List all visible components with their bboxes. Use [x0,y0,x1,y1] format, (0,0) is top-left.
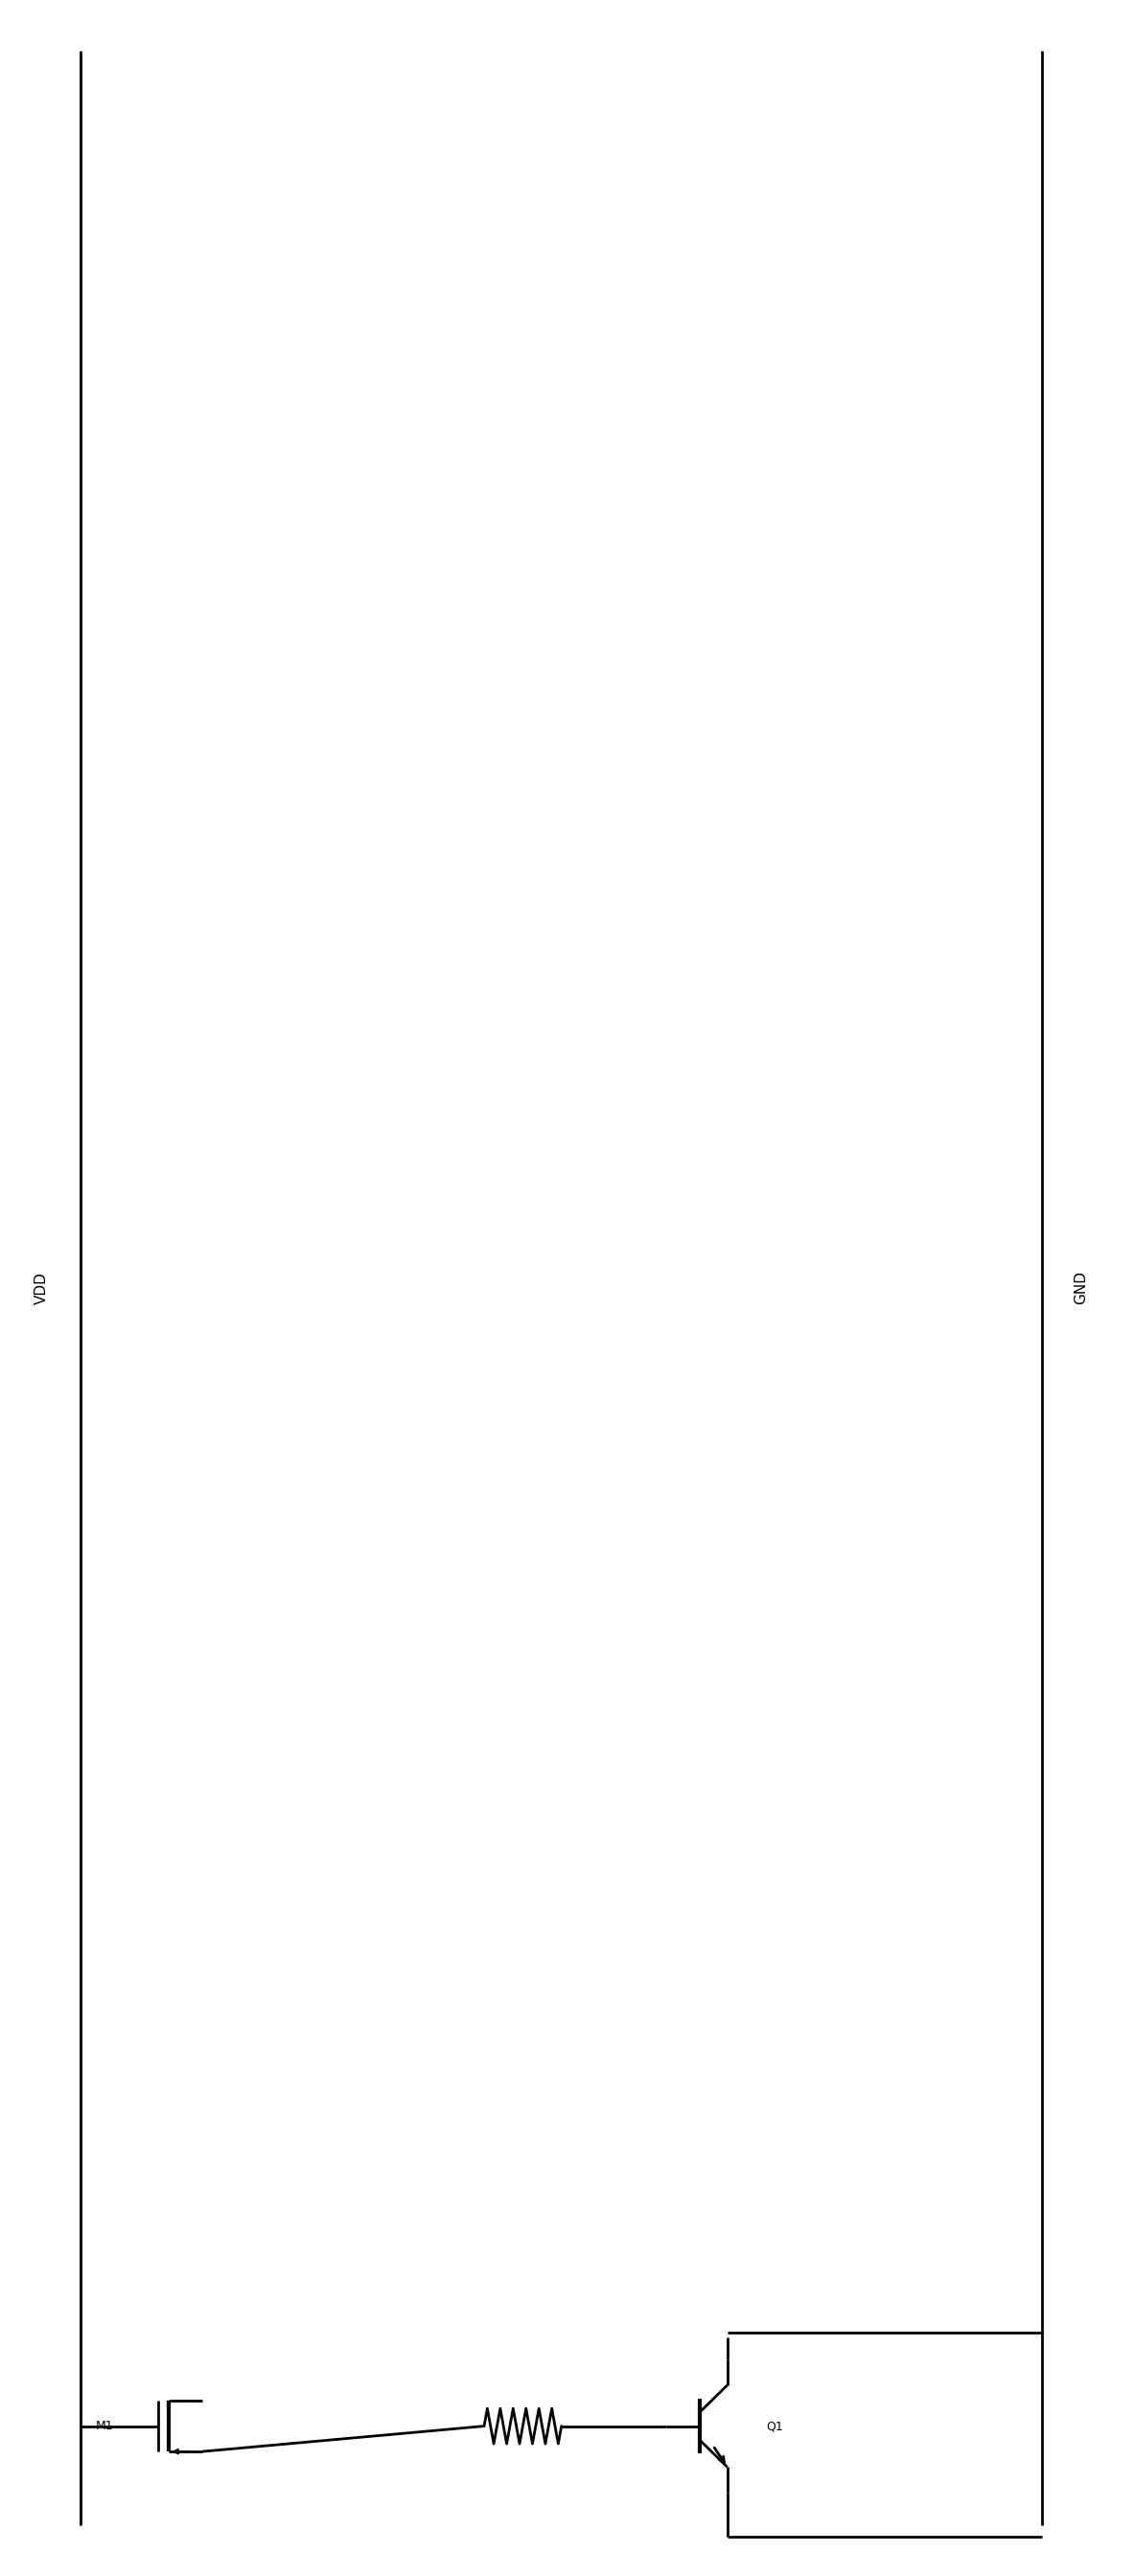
Text: VDD: VDD [35,1273,49,1303]
Text: GND: GND [1074,1270,1089,1306]
Text: M1: M1 [96,2419,113,2432]
Text: Q1: Q1 [765,2419,782,2432]
